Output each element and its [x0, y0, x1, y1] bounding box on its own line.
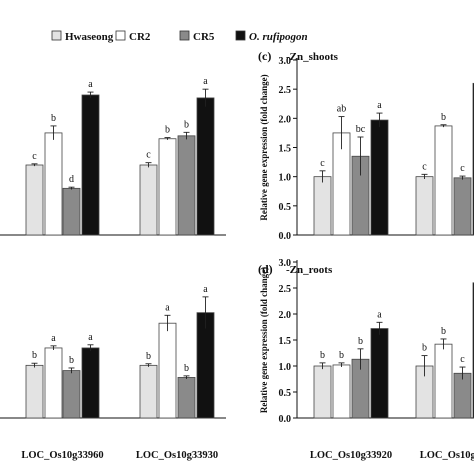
bar	[25, 164, 44, 236]
significance-letter: b	[184, 119, 189, 130]
panel-label: (c)	[258, 49, 271, 63]
bar	[177, 135, 196, 236]
significance-letter: b	[32, 350, 37, 361]
significance-letter: c	[320, 158, 325, 169]
category-label: LOC_Os10g33960	[21, 450, 103, 461]
bar	[81, 94, 100, 236]
y-tick-label: 3.0	[279, 258, 292, 269]
panel-title: -Zn_roots	[286, 264, 333, 276]
legend-swatch	[51, 30, 62, 41]
bar	[62, 187, 81, 236]
significance-letter: a	[88, 332, 93, 343]
y-tick-label: 2.0	[279, 310, 292, 321]
legend-label: Hwaseong	[65, 31, 114, 43]
y-tick-label: 2.0	[279, 114, 292, 125]
legend-swatch	[179, 30, 190, 41]
bar	[139, 164, 158, 236]
bar	[44, 132, 63, 236]
panel-title: -Zn_shoots	[286, 51, 339, 63]
y-axis-title: Relative gene expression (fold change)	[259, 267, 269, 413]
y-tick-label: 1.0	[279, 362, 292, 373]
category-label: LOC_Os10g33	[420, 450, 474, 461]
bar	[44, 347, 63, 419]
significance-letter: b	[358, 336, 363, 347]
legend-swatch	[235, 30, 246, 41]
y-tick-label: 2.5	[279, 85, 292, 96]
significance-letter: c	[422, 161, 427, 172]
significance-letter: a	[88, 79, 93, 90]
y-tick-label: 3.0	[279, 56, 292, 67]
significance-letter: b	[320, 350, 325, 361]
bar	[196, 97, 215, 236]
bar	[25, 364, 44, 419]
y-tick-label: 0.5	[279, 388, 292, 399]
significance-letter: d	[69, 174, 74, 185]
significance-letter: a	[377, 309, 382, 320]
y-tick-label: 1.0	[279, 173, 292, 184]
bar	[177, 377, 196, 419]
significance-letter: c	[32, 151, 37, 162]
y-tick-label: 2.5	[279, 284, 292, 295]
panel-d: 0.0 0.5 1.0 1.5 2.0 2.5 3.0 Relative gene expre…	[258, 258, 474, 461]
significance-letter: a	[203, 76, 208, 87]
bar	[453, 177, 472, 236]
significance-letter: c	[460, 354, 465, 365]
legend-label: O. rufipogon	[249, 31, 308, 43]
bar	[434, 125, 453, 236]
significance-letter: b	[441, 326, 446, 337]
legend-label: CR5	[193, 31, 215, 43]
bar	[370, 328, 389, 419]
category-label: LOC_Os10g33920	[310, 450, 392, 461]
y-tick-label: 1.5	[279, 144, 292, 155]
significance-letter: a	[51, 333, 56, 344]
y-tick-label: 0.0	[279, 231, 292, 242]
significance-letter: b	[339, 350, 344, 361]
bar	[81, 347, 100, 419]
significance-letter: b	[422, 343, 427, 354]
bar	[415, 176, 434, 236]
category-label: LOC_Os10g33930	[136, 450, 218, 461]
legend: Hwaseong CR2 CR5 O. rufipogon	[51, 30, 308, 43]
bar	[62, 370, 81, 419]
bar	[332, 364, 351, 419]
significance-letter: a	[203, 284, 208, 295]
panel-b: b b a a b b a a LOC_Os10g33960 LOC_Os10g33930	[0, 284, 226, 461]
significance-letter: c	[460, 163, 465, 174]
panel-a: c c b b d b a a	[0, 76, 226, 236]
legend-label: CR2	[129, 31, 151, 43]
significance-letter: ab	[337, 104, 346, 115]
significance-letter: b	[441, 112, 446, 123]
significance-letter: b	[146, 351, 151, 362]
legend-swatch	[115, 30, 126, 41]
y-axis-title: Relative gene expression (fold change)	[259, 74, 269, 220]
bar	[434, 343, 453, 419]
significance-letter: b	[51, 113, 56, 124]
significance-letter: b	[165, 125, 170, 136]
y-tick-label: 1.5	[279, 336, 292, 347]
significance-letter: bc	[356, 124, 366, 135]
bar	[313, 176, 332, 236]
bar	[370, 119, 389, 236]
significance-letter: c	[146, 150, 151, 161]
bar	[158, 138, 177, 236]
y-tick-label: 0.0	[279, 414, 292, 425]
panel-c: 0.0 0.5 1.0 1.5 2.0 2.5 3.0 Relative gene expre…	[258, 49, 474, 242]
significance-letter: a	[377, 100, 382, 111]
significance-letter: b	[184, 363, 189, 374]
bar	[453, 372, 472, 419]
significance-letter: a	[165, 302, 170, 313]
bar	[313, 365, 332, 419]
y-tick-label: 0.5	[279, 202, 292, 213]
significance-letter: b	[69, 355, 74, 366]
panel-label: (d)	[258, 262, 273, 276]
bar	[139, 364, 158, 419]
bar	[158, 322, 177, 419]
